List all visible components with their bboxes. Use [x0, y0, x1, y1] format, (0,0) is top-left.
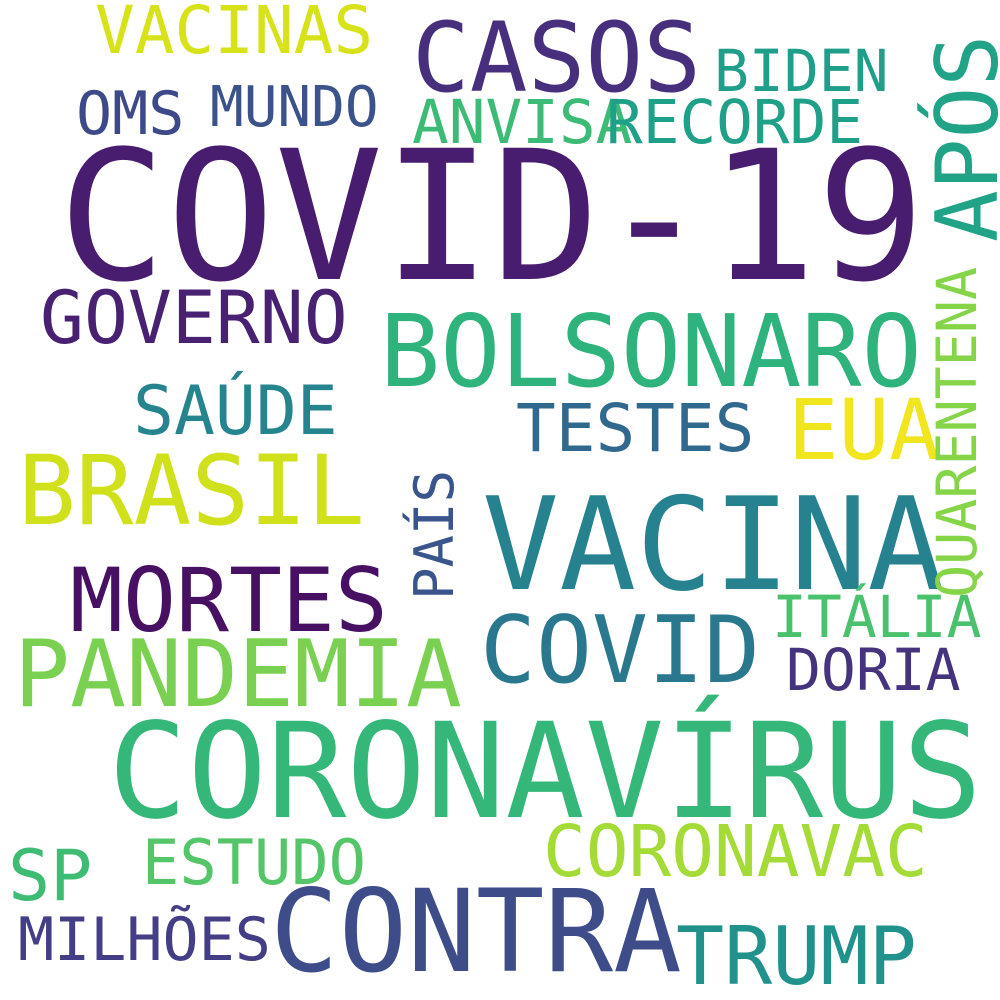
word-biden: BIDEN [714, 37, 889, 105]
word-coronavirus: CORONAVÍRUS [108, 695, 983, 849]
word-coronavac: CORONAVAC [543, 810, 928, 893]
word-sp: SP [8, 835, 93, 917]
word-vacinas: VACINAS [95, 0, 374, 69]
word-mundo: MUNDO [210, 75, 379, 140]
word-estudo: ESTUDO [142, 826, 366, 899]
word-anvisa: ANVISA [412, 87, 633, 158]
word-pais: PAÍS [403, 469, 466, 600]
word-oms: OMS [76, 79, 185, 149]
word-doria: DORIA [786, 636, 961, 704]
word-milhoes: MILHÕES [18, 905, 271, 975]
word-trump: TRUMP [676, 910, 917, 1000]
word-saude: SAÚDE [133, 372, 338, 451]
word-bolsonaro: BOLSONARO [380, 293, 922, 410]
word-covid: COVID [480, 596, 760, 704]
word-apos: APÓS [918, 34, 1000, 242]
word-mortes: MORTES [70, 549, 388, 652]
word-governo: GOVERNO [40, 276, 348, 361]
word-eua: EUA [788, 381, 940, 479]
word-casos: CASOS [412, 2, 701, 114]
word-brasil: BRASIL [18, 435, 365, 547]
word-recorde: RECORDE [606, 87, 864, 158]
word-pandemia: PANDEMIA [14, 620, 462, 728]
word-italia: ITÁLIA [772, 583, 982, 651]
word-contra: CONTRA [270, 865, 682, 998]
word-quarentena: QUARENTENA [925, 266, 989, 598]
word-covid-19: COVID-19 [58, 113, 925, 322]
word-testes: TESTES [516, 390, 755, 467]
word-vacina: VACINA [482, 471, 945, 620]
